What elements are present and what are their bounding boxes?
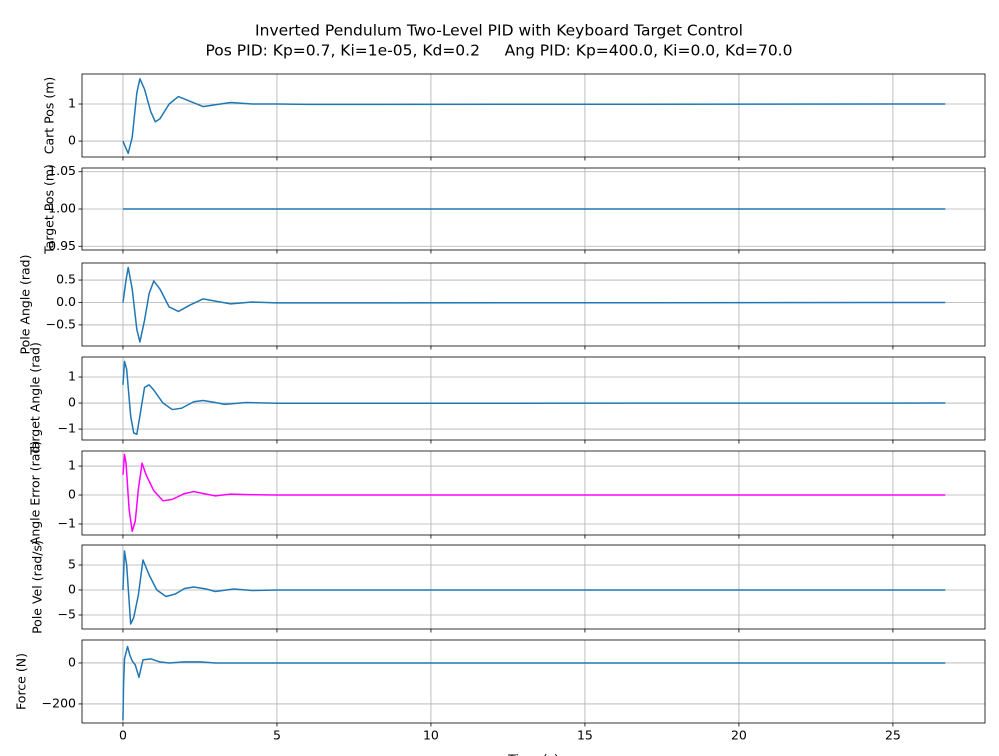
- x-tick-label: 5: [273, 728, 281, 743]
- y-axis-label: Pole Angle (rad): [18, 255, 33, 355]
- y-tick-label: 0: [68, 395, 76, 410]
- y-axis-label: Cart Pos (m): [42, 77, 57, 155]
- y-tick-label: 1.05: [48, 163, 76, 178]
- y-axis-label: Pole Vel (rad/s): [30, 540, 45, 634]
- data-line: [122, 360, 946, 436]
- x-axis-label: Time (s): [507, 752, 559, 756]
- y-tick-label: −5: [58, 607, 76, 622]
- x-tick-label: 0: [119, 728, 127, 743]
- y-tick-label: 0: [68, 487, 76, 502]
- y-tick-label: 1.00: [48, 201, 76, 216]
- axes-frame: [81, 544, 986, 630]
- x-tick-label: 15: [577, 728, 593, 743]
- y-tick-label: 1: [68, 458, 76, 473]
- y-tick-label: −0.5: [46, 316, 76, 331]
- axes-frame: [81, 73, 986, 158]
- figure-title: Inverted Pendulum Two-Level PID with Key…: [255, 22, 743, 40]
- y-axis-label: Target Pos (m): [42, 164, 57, 255]
- y-axis-label: Angle Error (rad): [28, 441, 43, 545]
- y-tick-label: 0: [68, 133, 76, 148]
- x-tick-label: 10: [423, 728, 439, 743]
- y-tick-label: 0.0: [56, 294, 76, 309]
- axes-frame: [81, 167, 986, 251]
- axes-frame: [81, 450, 986, 536]
- y-tick-label: 0.5: [56, 272, 76, 287]
- x-tick-label: 25: [885, 728, 901, 743]
- y-tick-label: 5: [68, 557, 76, 572]
- figure-subtitle: Pos PID: Kp=0.7, Ki=1e-05, Kd=0.2 Ang PI…: [206, 42, 793, 60]
- y-tick-label: −200: [42, 695, 76, 710]
- y-tick-label: −1: [58, 421, 76, 436]
- y-tick-label: 0: [68, 654, 76, 669]
- y-tick-label: 1: [68, 96, 76, 111]
- data-line: [122, 266, 946, 343]
- data-line: [122, 645, 946, 721]
- y-tick-label: 0.95: [48, 238, 76, 253]
- y-tick-label: −1: [58, 515, 76, 530]
- y-axis-label: Force (N): [14, 653, 29, 710]
- y-axis-label: Target Angle (rad): [28, 342, 43, 456]
- axes-frame: [81, 639, 986, 724]
- y-tick-label: 0: [68, 582, 76, 597]
- y-tick-label: 1: [68, 369, 76, 384]
- data-line: [122, 453, 946, 532]
- x-tick-label: 20: [731, 728, 747, 743]
- data-line: [122, 78, 946, 155]
- axes-frame: [81, 262, 986, 347]
- data-line: [122, 550, 946, 625]
- axes-frame: [81, 356, 986, 441]
